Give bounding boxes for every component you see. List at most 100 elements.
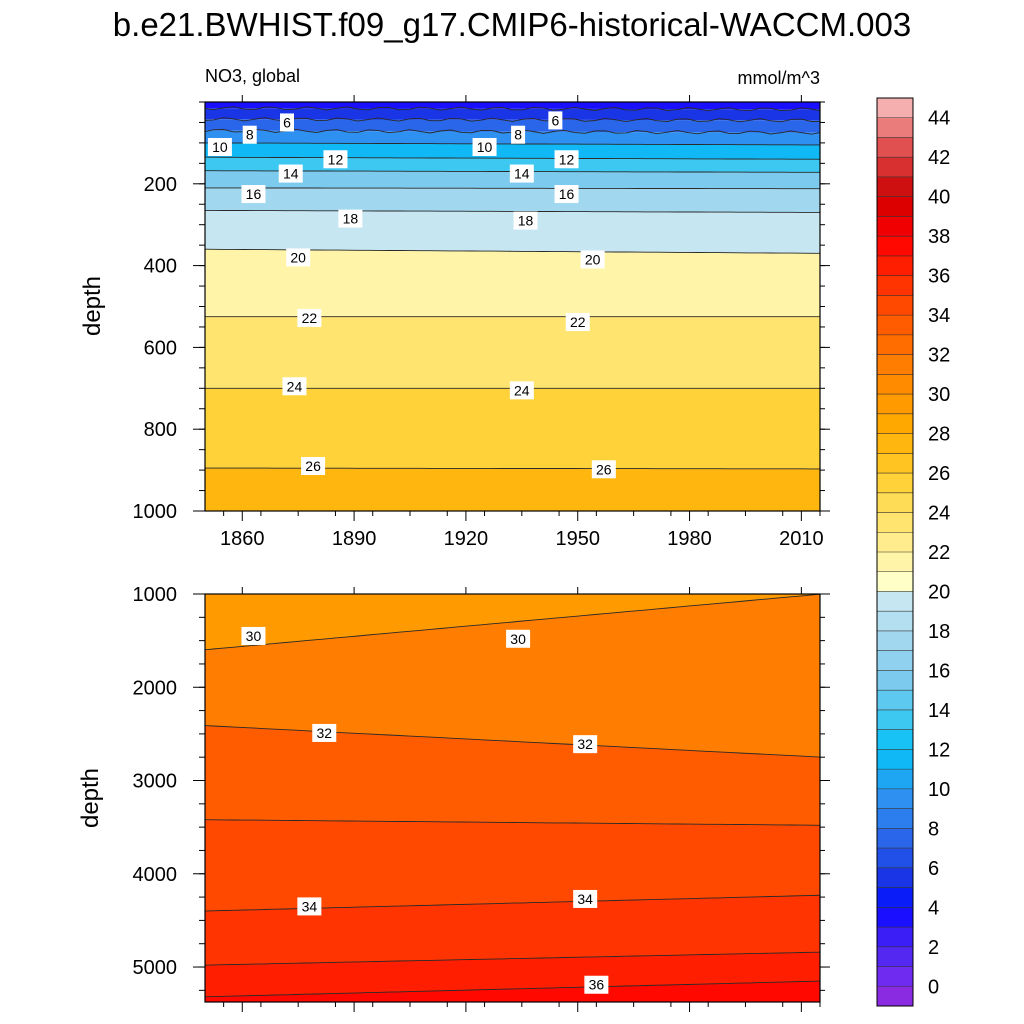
contour-label-text: 36 <box>589 977 605 993</box>
contour-label-box <box>509 381 534 400</box>
colorbar-swatch <box>877 986 913 1007</box>
y-tick-label: 2000 <box>133 677 178 699</box>
contour-label-text: 6 <box>551 112 559 128</box>
y-tick-label: 4000 <box>133 864 178 886</box>
contour-line <box>205 209 820 213</box>
colorbar-swatch <box>877 788 913 810</box>
contour-label-box <box>584 975 609 994</box>
contour-label: 10 <box>207 137 232 156</box>
contour-label: 10 <box>472 137 497 156</box>
colorbar-label: 16 <box>928 660 950 682</box>
colorbar-swatch <box>877 512 913 533</box>
contour-band <box>205 249 820 317</box>
colorbar-label: 32 <box>928 345 950 367</box>
x-tick-label: 1860 <box>220 528 265 550</box>
lower-filled-contours <box>205 594 820 1002</box>
contour-label-box <box>312 723 337 742</box>
colorbar-swatch <box>877 591 913 612</box>
colorbar-swatch <box>877 275 913 296</box>
colorbar-label: 18 <box>928 621 950 643</box>
colorbar-swatch <box>877 157 913 178</box>
y-tick-label: 800 <box>144 419 177 441</box>
contour-label-text: 34 <box>577 891 593 907</box>
x-tick-label: 1890 <box>332 528 377 550</box>
contour-label: 16 <box>554 185 579 204</box>
contour-label: 36 <box>584 975 609 994</box>
contour-label-text: 20 <box>585 251 601 267</box>
contour-label-text: 6 <box>283 114 291 130</box>
contour-label: 12 <box>323 150 348 169</box>
colorbar-label: 20 <box>928 581 950 603</box>
upper-panel: NO3, global mmol/m^3 6 6 8 8 10 10 12 12 14 14 16 1… <box>79 66 830 550</box>
colorbar-swatch <box>877 492 913 513</box>
contour-label-box <box>580 250 605 269</box>
contour-label: 30 <box>506 629 531 648</box>
contour-label-text: 14 <box>283 166 299 182</box>
colorbar-swatch <box>877 690 913 711</box>
contour-band <box>205 895 820 966</box>
contour-line <box>205 980 820 998</box>
contour-label-text: 24 <box>514 382 530 398</box>
contour-label-text: 26 <box>596 461 612 477</box>
contour-label-box <box>297 897 322 916</box>
contour-label: 6 <box>280 113 294 132</box>
y-tick-label: 400 <box>144 256 177 278</box>
colorbar-swatch <box>877 729 913 750</box>
colorbar-swatch <box>877 216 913 237</box>
contour-label-text: 18 <box>518 213 534 229</box>
contour-label-box <box>573 735 598 754</box>
contour-label-box <box>286 248 311 267</box>
contour-label: 14 <box>278 164 303 183</box>
contour-line <box>205 106 820 112</box>
colorbar-swatch <box>877 433 913 454</box>
colorbar-swatch <box>877 137 913 158</box>
y-tick-label: 200 <box>144 174 177 196</box>
contour-label-box <box>282 377 307 396</box>
colorbar-label: 2 <box>928 937 939 959</box>
contour-label: 20 <box>286 248 311 267</box>
x-tick-label: 1950 <box>555 528 600 550</box>
contour-label: 24 <box>509 381 534 400</box>
colorbar-label: 4 <box>928 897 939 919</box>
contour-band <box>205 210 820 254</box>
colorbar-swatch <box>877 867 913 888</box>
contour-label: 26 <box>591 460 616 479</box>
colorbar-swatch <box>877 255 913 277</box>
colorbar-swatch <box>877 650 913 671</box>
y-tick-label: 5000 <box>133 957 178 979</box>
colorbar-label: 34 <box>928 305 950 327</box>
upper-units-label: mmol/m^3 <box>738 68 820 88</box>
contour-label-text: 12 <box>328 151 344 167</box>
contour-label-box <box>511 125 526 144</box>
colorbar-label: 14 <box>928 700 950 722</box>
colorbar-frame <box>876 97 914 1007</box>
lower-contour-lines <box>205 594 820 998</box>
x-tick-label: 1980 <box>667 528 712 550</box>
contour-label-box <box>280 113 294 132</box>
colorbar-swatch <box>877 848 913 869</box>
contour-label: 14 <box>509 164 534 183</box>
upper-filled-contours <box>205 102 820 511</box>
contour-band <box>205 468 820 511</box>
colorbar-label: 28 <box>928 424 950 446</box>
contour-label: 8 <box>242 125 257 144</box>
contour-label-box <box>278 164 303 183</box>
colorbar-swatch <box>877 630 913 652</box>
x-tick-label: 1920 <box>444 528 489 550</box>
colorbar-label: 22 <box>928 542 950 564</box>
colorbar-swatch <box>877 315 913 336</box>
colorbar-swatch <box>877 236 913 257</box>
y-tick-label: 3000 <box>133 771 178 793</box>
colorbar-label: 44 <box>928 108 950 130</box>
lower-plot-frame <box>204 593 821 1003</box>
contour-label-box <box>297 308 322 327</box>
contour-label: 24 <box>282 377 307 396</box>
contour-label-text: 32 <box>316 725 332 741</box>
contour-line <box>205 187 820 190</box>
contour-band <box>205 142 820 160</box>
contour-label-box <box>513 211 538 230</box>
contour-label-text: 16 <box>246 186 262 202</box>
y-tick-label: 1000 <box>133 501 178 523</box>
contour-label: 16 <box>241 185 266 204</box>
